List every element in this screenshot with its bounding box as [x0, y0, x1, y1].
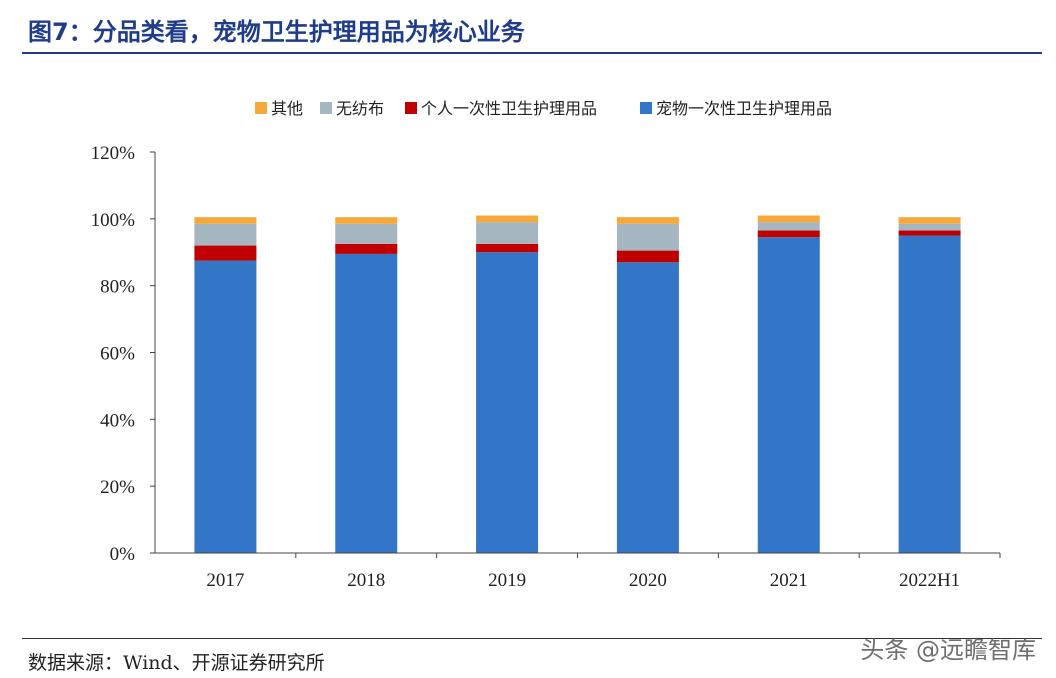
x-tick-label: 2020: [629, 570, 667, 591]
bar-segment: [194, 245, 257, 261]
bar-segment: [757, 237, 820, 553]
bar-segment: [476, 215, 539, 223]
y-tick-label: 0%: [110, 544, 136, 565]
chart-legend: 其他 无纺布 个人一次性卫生护理用品 宠物一次性卫生护理用品: [255, 99, 832, 118]
legend-label: 无纺布: [336, 99, 384, 118]
bar-segment: [476, 243, 539, 253]
bar-segment: [616, 250, 679, 263]
x-tick-label: 2021: [770, 570, 808, 591]
bar-segment: [194, 217, 257, 224]
bar-segment: [898, 235, 961, 553]
legend-label: 个人一次性卫生护理用品: [421, 99, 597, 118]
figure-title: 图7：分品类看，宠物卫生护理用品为核心业务: [28, 18, 525, 46]
x-tick-label: 2019: [488, 570, 526, 591]
bar-segment: [898, 223, 961, 231]
legend-swatch: [255, 102, 267, 114]
data-source-note: 数据来源：Wind、开源证券研究所: [28, 652, 325, 674]
bar-segment: [194, 223, 257, 246]
bar-segment: [194, 260, 257, 553]
x-tick-label: 2017: [206, 570, 244, 591]
legend-swatch: [405, 102, 417, 114]
bar-segment: [616, 217, 679, 224]
footer-divider: [22, 638, 1042, 639]
legend-label: 宠物一次性卫生护理用品: [656, 99, 832, 118]
watermark: 头条 @远瞻智库: [860, 636, 1036, 664]
bar-segment: [335, 243, 398, 254]
bar-segment: [335, 223, 398, 244]
x-tick-label: 2022H1: [899, 570, 960, 591]
bar-segment: [757, 230, 820, 238]
bar-segment: [757, 222, 820, 231]
y-tick-label: 100%: [91, 210, 136, 231]
y-tick-label: 20%: [100, 477, 135, 498]
x-tick-label: 2018: [347, 570, 385, 591]
bar-segment: [898, 230, 961, 236]
y-tick-label: 120%: [91, 143, 136, 164]
title-divider: [22, 52, 1042, 54]
bar-segment: [476, 252, 539, 553]
y-tick-label: 80%: [100, 277, 135, 298]
legend-label: 其他: [271, 99, 303, 118]
y-tick-label: 60%: [100, 344, 135, 365]
bar-segment: [335, 253, 398, 553]
legend-swatch: [320, 102, 332, 114]
legend-swatch: [640, 102, 652, 114]
bar-segment: [476, 222, 539, 244]
y-tick-label: 40%: [100, 410, 135, 431]
bar-stacks: [194, 215, 961, 553]
bar-segment: [757, 215, 820, 223]
bar-segment: [616, 223, 679, 251]
bar-segment: [898, 217, 961, 224]
bar-segment: [335, 217, 398, 224]
chart-axes: 0% 20% 40% 60% 80% 100% 120% 2017 2018 2019 2020 20…: [91, 143, 1001, 591]
bar-segment: [616, 262, 679, 553]
